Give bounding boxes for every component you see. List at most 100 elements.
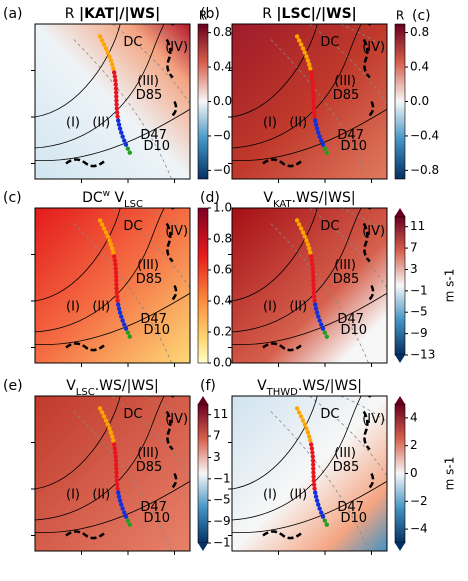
colorbar-tick-label: −0.4 — [410, 128, 439, 142]
transect-point — [101, 42, 107, 47]
transect-point — [313, 118, 318, 123]
title-part: .WS/|WS| — [95, 378, 159, 394]
transect-point — [300, 46, 306, 51]
transect-point — [320, 142, 326, 147]
map-label: D47 — [337, 500, 364, 515]
transect-point — [304, 238, 309, 243]
transect-point — [116, 306, 122, 311]
colorbar-tick-label: 4 — [410, 410, 418, 424]
transect-point — [111, 250, 116, 255]
transect-point — [114, 98, 119, 103]
colorbar — [197, 403, 209, 544]
transect-point — [310, 262, 315, 267]
transect-point — [311, 478, 316, 483]
colorbar-tick-label: 0.8 — [213, 25, 232, 39]
transect-point — [320, 326, 326, 331]
colorbar-tick-label: 0.2 — [213, 325, 232, 339]
contour — [35, 396, 121, 490]
meridian — [112, 24, 190, 105]
transect-point — [317, 318, 322, 323]
transect-point — [122, 138, 127, 143]
title-part: w — [103, 189, 110, 199]
contour — [35, 396, 175, 521]
title-part: V — [263, 190, 273, 206]
transect-point — [317, 506, 322, 511]
coastline — [65, 38, 178, 168]
colorbar-extend — [395, 543, 405, 551]
transect-point — [313, 306, 319, 311]
transect-point — [109, 62, 115, 67]
map-label: DC — [320, 407, 339, 422]
colorbar-tick-label: 3 — [213, 450, 221, 464]
transect-point — [322, 146, 328, 151]
transect-point — [311, 102, 316, 107]
transect-point — [319, 510, 324, 515]
map-label: (I) — [263, 116, 277, 131]
transect-point — [308, 254, 314, 259]
meridian — [340, 24, 387, 51]
colorbar-tick-label: 1.0 — [213, 201, 232, 215]
transect-point — [324, 522, 330, 527]
transect-point — [300, 418, 306, 423]
transect-point — [116, 494, 122, 499]
transect-point — [316, 502, 321, 507]
panel-label: (c) — [3, 190, 22, 206]
meridian — [270, 39, 369, 179]
transect-point — [117, 310, 123, 315]
transect-point — [109, 434, 115, 439]
map-label: DC — [320, 35, 339, 50]
transect-point — [116, 118, 121, 123]
title-part: DC — [82, 190, 103, 206]
transect-point — [312, 486, 317, 491]
contour — [35, 24, 121, 118]
meridian — [73, 39, 172, 179]
map-label: (II) — [289, 116, 307, 131]
transect-point — [113, 270, 119, 275]
meridian — [309, 208, 387, 289]
transect-point — [114, 94, 119, 99]
transect-point — [319, 138, 324, 143]
contour — [35, 108, 190, 161]
transect-point — [311, 282, 316, 287]
map-label: D85 — [136, 272, 163, 287]
transect-point — [101, 226, 107, 231]
transect-point — [309, 446, 315, 451]
transect-point — [310, 274, 316, 279]
transect-point — [306, 62, 312, 67]
transect-point — [114, 290, 119, 295]
contour — [35, 292, 190, 345]
transect-point — [311, 474, 316, 479]
map-label: D85 — [136, 460, 163, 475]
map-body — [35, 396, 190, 551]
transect-point — [111, 66, 116, 71]
title-part: R — [262, 6, 276, 22]
map-label: D10 — [144, 511, 171, 526]
colorbar-extend — [395, 396, 405, 404]
colorbar-title: R — [199, 9, 207, 23]
transect-point — [103, 230, 109, 235]
transect-point — [119, 130, 124, 135]
transect-point — [316, 314, 321, 319]
transect-point — [113, 274, 119, 279]
transect-point — [116, 302, 121, 307]
map-label: D10 — [144, 139, 171, 154]
transect-point — [308, 70, 314, 75]
transect-point — [316, 130, 321, 135]
map-label: (II) — [92, 300, 110, 315]
transect-point — [105, 50, 110, 55]
map-label: (III) — [334, 446, 356, 461]
transect-point — [317, 134, 322, 139]
colorbar-tick-label: −9 — [213, 514, 231, 528]
transect-point — [311, 290, 316, 295]
colorbar-tick-label: −1 — [410, 283, 428, 297]
map-label: DC — [320, 219, 339, 234]
transect-point — [114, 482, 120, 487]
transect-point — [310, 462, 316, 467]
contour — [35, 480, 190, 533]
transect-point — [127, 334, 133, 339]
map-frame — [231, 23, 388, 180]
transect-point — [296, 410, 302, 415]
colorbar-tick-label: −2 — [410, 494, 428, 508]
coastline — [262, 38, 375, 168]
